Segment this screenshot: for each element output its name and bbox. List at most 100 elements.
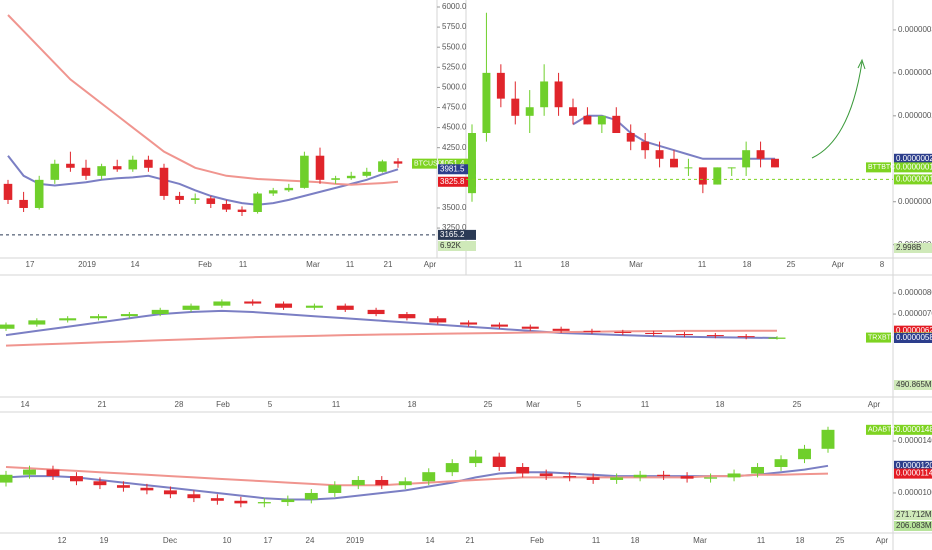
candle-body [46, 469, 60, 477]
x-tick-label: 10 [223, 536, 232, 545]
candle-body [706, 335, 724, 337]
x-tick-label: Mar [693, 536, 707, 545]
price-tag-label: 0.00001149 [896, 469, 932, 478]
candle-body [645, 332, 663, 335]
x-tick-label: 25 [793, 400, 802, 409]
price-tag [894, 153, 932, 164]
candle-body [626, 133, 635, 142]
candle-body [460, 322, 478, 325]
x-tick-label: 11 [641, 400, 650, 409]
symbol-tag [866, 332, 891, 343]
candle-body [90, 316, 108, 319]
candle-body [257, 502, 271, 504]
y-tick-label: 5000.0 [442, 82, 467, 91]
candle-body [554, 81, 563, 108]
candle-body [586, 477, 600, 480]
symbol-tag [866, 162, 891, 173]
candle-body [120, 314, 138, 317]
x-tick-label: 21 [384, 260, 393, 269]
candle-body [496, 72, 505, 99]
x-tick-label: 18 [796, 536, 805, 545]
price-tag [894, 468, 932, 479]
candle-body [315, 155, 325, 180]
candle-body [633, 474, 647, 478]
candle-body [727, 473, 741, 478]
candle-body [563, 476, 577, 478]
volume-tag [438, 241, 476, 251]
volume-tag [894, 243, 932, 253]
price-tag-label: 0.00000018 [896, 175, 932, 184]
candle-body [378, 161, 387, 172]
candle-body [539, 473, 553, 477]
x-tick-label: 21 [98, 400, 107, 409]
candle-body [525, 107, 534, 116]
candle-body [552, 328, 570, 331]
candle-body [116, 485, 130, 488]
candle-body [698, 167, 707, 185]
price-tag-label: 3981.5 [440, 164, 465, 173]
candle-body [597, 115, 606, 125]
drawing-arrow [811, 61, 863, 159]
candle-body [151, 309, 169, 315]
price-tag-label: 3825.8 [440, 177, 465, 186]
x-tick-label: Feb [530, 536, 544, 545]
candle-body [540, 81, 549, 108]
y-tick-label: 0.00000800 [898, 288, 932, 297]
candle-body [206, 198, 216, 204]
y-tick-label: 0.00000035 [898, 25, 932, 34]
x-tick-label: 18 [408, 400, 417, 409]
candle-body [393, 161, 403, 164]
candle-body [284, 187, 294, 191]
price-tag-label: 0.00000019 [896, 162, 932, 171]
candle-body [97, 166, 106, 176]
x-tick-label: 12 [58, 536, 67, 545]
price-tag-label: 0.00001209 [896, 461, 932, 470]
candle-body [742, 150, 751, 168]
y-tick-label: 5500.0 [442, 42, 467, 51]
candle-body [300, 155, 309, 188]
moving-average [5, 329, 777, 347]
y-tick-label: 0.00000700 [898, 309, 932, 318]
candle-body [144, 159, 153, 168]
candle-body [128, 159, 138, 170]
price-tag-label: 0.00001486 [896, 425, 932, 434]
candle-body [34, 179, 44, 208]
candle-body [751, 466, 765, 474]
x-tick-label: 18 [716, 400, 725, 409]
x-tick-label: 11 [239, 260, 248, 269]
y-tick-label: 4750.0 [442, 103, 467, 112]
y-tick-label: 0.00000015 [898, 197, 932, 206]
symbol-label: BTTBTC [868, 164, 895, 171]
candle-body [398, 481, 412, 486]
candle-body [23, 469, 36, 475]
candle-body [482, 72, 491, 134]
symbol-tag [866, 424, 891, 435]
x-tick-label: Mar [306, 260, 320, 269]
x-tick-label: Mar [526, 400, 540, 409]
candle-body [375, 479, 389, 486]
price-tag [438, 164, 476, 175]
y-tick-label: 0.00001400 [898, 436, 932, 445]
candle-body [268, 190, 278, 194]
volume-label: 2.998B [896, 243, 921, 252]
x-tick-label: Apr [424, 260, 437, 269]
candle-body [583, 115, 592, 125]
drawing-arrow-head [857, 58, 866, 70]
candle-body [821, 429, 835, 449]
candle-body [305, 305, 323, 308]
candle-body [0, 324, 15, 329]
volume-tag [894, 380, 932, 390]
x-tick-label: Mar [629, 260, 643, 269]
candle-body [680, 476, 694, 479]
candle-body [182, 305, 200, 310]
candle-body [429, 318, 447, 323]
x-tick-label: 11 [757, 536, 766, 545]
x-tick-label: 24 [306, 536, 315, 545]
candle-body [756, 150, 765, 159]
candle-body [253, 193, 262, 212]
price-tag [894, 424, 932, 435]
candle-body [275, 303, 293, 308]
candle-body [234, 500, 248, 504]
x-tick-label: Apr [832, 260, 845, 269]
